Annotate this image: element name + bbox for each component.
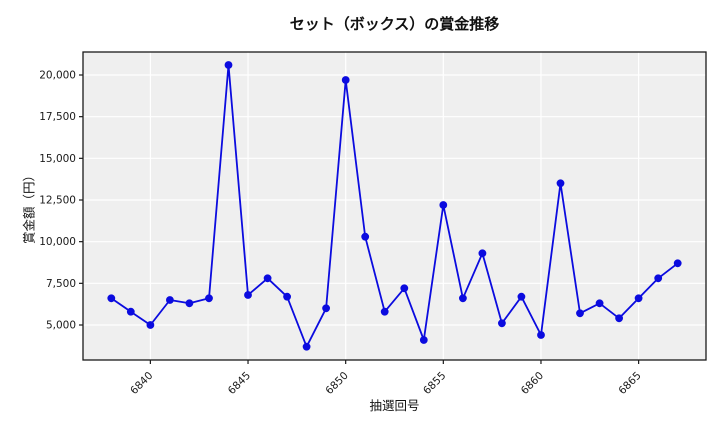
y-tick-label: 10,000 xyxy=(39,236,76,248)
data-point xyxy=(166,296,174,304)
data-point xyxy=(224,61,233,69)
data-point xyxy=(302,342,311,351)
data-point xyxy=(146,321,155,329)
data-point xyxy=(517,292,526,301)
data-point xyxy=(459,294,467,303)
data-point xyxy=(400,284,409,293)
x-tick-label: 6855 xyxy=(421,370,448,397)
x-tick-label: 6860 xyxy=(519,370,546,397)
data-point xyxy=(576,309,584,318)
data-point xyxy=(322,304,330,313)
data-point xyxy=(244,291,252,299)
y-tick-label: 20,000 xyxy=(39,70,76,82)
y-tick-label: 7,500 xyxy=(46,278,76,290)
data-point xyxy=(615,314,623,323)
x-tick-label: 6840 xyxy=(128,370,155,397)
plot-background xyxy=(83,52,706,360)
x-tick-label: 6850 xyxy=(323,370,350,397)
data-point xyxy=(263,274,272,283)
x-tick-label: 6865 xyxy=(616,370,643,397)
x-tick-label: 6845 xyxy=(226,370,253,397)
data-point xyxy=(283,292,291,301)
data-point xyxy=(185,299,194,308)
y-axis-label: 賞金額（円） xyxy=(21,169,37,245)
data-point xyxy=(537,331,545,339)
data-point xyxy=(478,249,487,258)
data-point xyxy=(126,307,135,316)
data-point xyxy=(341,76,350,84)
y-tick-label: 15,000 xyxy=(39,153,76,165)
y-tick-label: 17,500 xyxy=(39,111,76,123)
axes-spine xyxy=(82,51,707,361)
data-point xyxy=(419,336,428,344)
data-point xyxy=(556,179,565,188)
x-axis-label: 抽選回号 xyxy=(369,398,420,413)
chart-title: セット（ボックス）の賞金推移 xyxy=(289,15,500,33)
y-tick-label: 12,500 xyxy=(39,195,76,207)
y-tick-label: 5,000 xyxy=(46,320,76,332)
data-point xyxy=(107,294,116,303)
data-point xyxy=(654,274,663,283)
data-point xyxy=(595,299,604,308)
data-point xyxy=(439,201,448,209)
data-point xyxy=(205,294,213,303)
data-point xyxy=(380,307,389,316)
data-point xyxy=(634,294,643,303)
data-point xyxy=(498,319,506,328)
data-point xyxy=(361,232,370,241)
data-point xyxy=(673,259,682,268)
